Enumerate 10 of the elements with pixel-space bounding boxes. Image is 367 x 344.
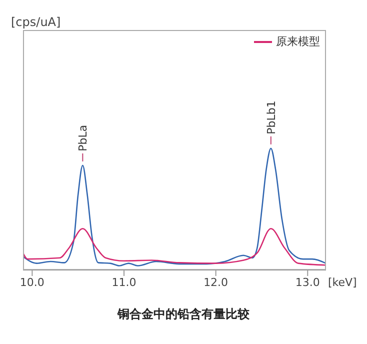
x-tick-label: 12.0 bbox=[204, 276, 228, 289]
text: 铜合金中的铅含有量比较 bbox=[116, 306, 250, 323]
annotation: PbLa bbox=[76, 124, 90, 152]
legend-label: 原来模型 bbox=[276, 34, 320, 49]
annotation: PbLb1 bbox=[264, 100, 278, 134]
text: [cps/uA] bbox=[11, 15, 61, 29]
x-tick-label: 11.0 bbox=[112, 276, 136, 289]
x-axis-title: [keV] bbox=[328, 276, 357, 289]
x-tick-label: 10.0 bbox=[20, 276, 44, 289]
x-tick-label: 13.0 bbox=[295, 276, 320, 289]
